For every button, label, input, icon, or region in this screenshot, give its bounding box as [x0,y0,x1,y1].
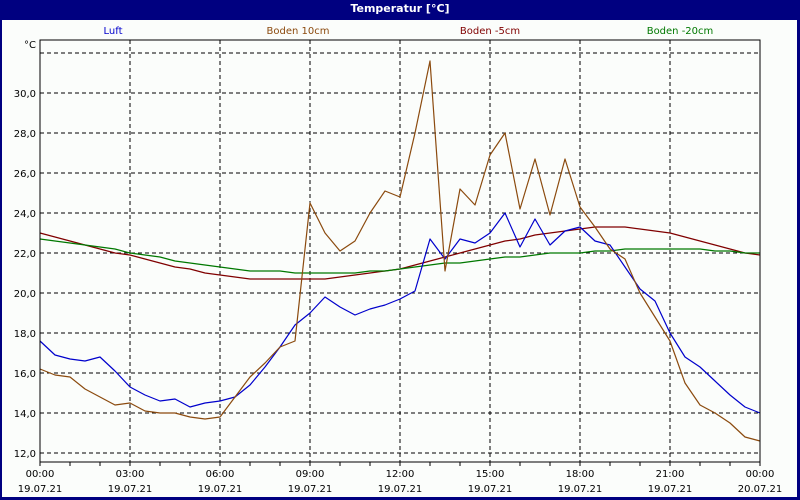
y-tick-label: 16,0 [14,369,36,380]
plot-frame [39,39,761,463]
grid-lines [40,40,760,462]
x-tick-date: 19.07.21 [468,484,513,495]
y-tick-label: 30,0 [14,89,36,100]
x-tick-date: 19.07.21 [378,484,423,495]
y-tick-label: 14,0 [14,409,36,420]
x-tick-time: 03:00 [116,469,145,480]
window-title: Temperatur [°C] [0,0,800,19]
x-tick-time: 15:00 [476,469,505,480]
x-tick-time: 09:00 [296,469,325,480]
y-tick-label: 22,0 [14,249,36,260]
legend-boden-5cm: Boden -5cm [460,26,520,37]
x-tick-time: 00:00 [746,469,775,480]
x-tick-date: 19.07.21 [288,484,333,495]
chart-legend: Luft Boden 10cm Boden -5cm Boden -20cm [104,26,714,37]
x-tick-time: 12:00 [386,469,415,480]
x-tick-time: 18:00 [566,469,595,480]
series-line-luft [39,212,761,414]
x-tick-date: 19.07.21 [108,484,153,495]
x-tick-date: 19.07.21 [198,484,243,495]
y-axis-unit: °C [24,40,36,51]
legend-luft: Luft [104,26,123,37]
y-tick-label: 28,0 [14,129,36,140]
series-line-boden-10cm [39,60,761,442]
x-tick-time: 06:00 [206,469,235,480]
y-axis-ticks: 30,0 28,0 26,0 24,0 22,0 20,0 18,0 16,0 14,0 12,0 [14,89,36,460]
data-series [39,60,761,442]
y-tick-label: 26,0 [14,169,36,180]
x-tick-date: 19.07.21 [558,484,603,495]
x-tick-time: 21:00 [656,469,685,480]
y-tick-label: 18,0 [14,329,36,340]
x-tick-time: 00:00 [26,469,55,480]
x-tick-date: 19.07.21 [18,484,63,495]
y-tick-label: 20,0 [14,289,36,300]
x-tick-date: 19.07.21 [648,484,693,495]
legend-boden-20cm: Boden -20cm [647,26,714,37]
legend-boden-10cm: Boden 10cm [267,26,330,37]
x-axis-ticks: 00:00 19.07.21 03:00 19.07.21 06:00 19.07.21 0… [18,462,783,495]
x-tick-date: 20.07.21 [738,484,783,495]
series-line-boden-20cm [39,238,760,274]
y-tick-label: 12,0 [14,449,36,460]
y-tick-label: 24,0 [14,209,36,220]
